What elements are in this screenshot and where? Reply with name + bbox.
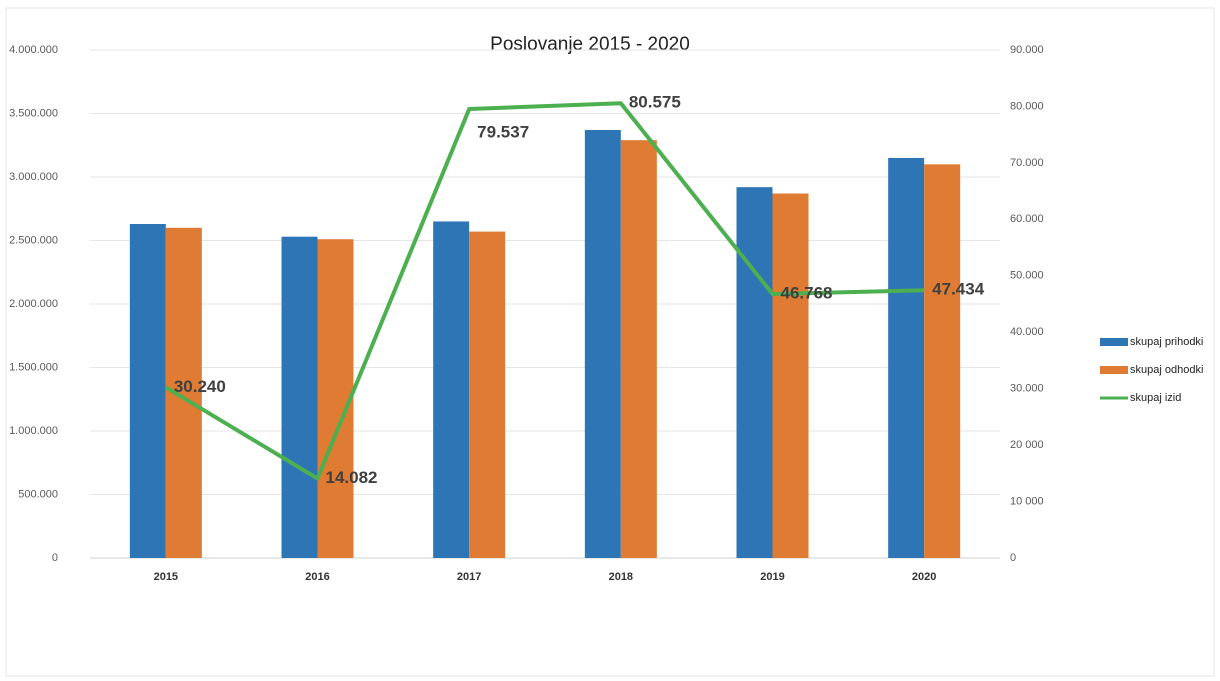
bar <box>584 130 621 558</box>
legend-label: skupaj izid <box>1130 392 1181 404</box>
legend-label: skupaj prihodki <box>1130 336 1203 348</box>
bar <box>772 193 809 558</box>
y2-tick-label: 10 000 <box>1010 495 1044 507</box>
y2-tick-label: 60.000 <box>1010 213 1044 225</box>
y-tick-label: 1.500.000 <box>9 361 58 373</box>
x-tick-label: 2016 <box>305 571 329 583</box>
bar <box>317 239 354 559</box>
y2-tick-label: 30.000 <box>1010 383 1044 395</box>
y-tick-label: 1.000.000 <box>9 425 58 437</box>
legend-swatch <box>1100 338 1128 346</box>
chart-title: Poslovanje 2015 - 2020 <box>490 34 690 55</box>
bar <box>736 187 773 558</box>
x-tick-label: 2017 <box>457 571 481 583</box>
x-tick-label: 2015 <box>154 571 178 583</box>
x-tick-label: 2018 <box>609 571 633 583</box>
line <box>164 101 925 481</box>
y-tick-label: 4.000.000 <box>9 44 58 56</box>
y-tick-label: 3.500.000 <box>9 107 58 119</box>
legend-label: skupaj odhodki <box>1130 364 1203 376</box>
y2-tick-label: 70.000 <box>1010 157 1044 169</box>
x-tick-label: 2020 <box>912 571 936 583</box>
y2-tick-label: 40.000 <box>1010 326 1044 338</box>
y2-tick-label: 50.000 <box>1010 270 1044 282</box>
data-label: 79.537 <box>477 123 529 142</box>
bar <box>469 231 506 559</box>
bar <box>129 223 166 559</box>
data-label: 80.575 <box>629 93 681 112</box>
y2-tick-label: 20 000 <box>1010 439 1044 451</box>
y-tick-label: 0 <box>52 552 58 564</box>
y2-tick-label: 80.000 <box>1010 100 1044 112</box>
y2-tick-label: 90.000 <box>1010 44 1044 56</box>
y-tick-label: 3.000.000 <box>9 171 58 183</box>
y-tick-label: 500.000 <box>18 488 58 500</box>
data-label: 30.240 <box>174 377 226 396</box>
y-tick-label: 2.000.000 <box>9 298 58 310</box>
bar <box>924 164 961 559</box>
y2-tick-label: 0 <box>1010 552 1016 564</box>
bar <box>620 140 657 559</box>
y-tick-label: 2.500.000 <box>9 234 58 246</box>
data-label: 47.434 <box>932 280 985 299</box>
x-tick-label: 2019 <box>760 571 784 583</box>
bar <box>888 157 925 558</box>
legend-swatch <box>1100 366 1128 374</box>
data-label: 14.082 <box>326 468 378 487</box>
bar <box>281 236 318 558</box>
bar <box>433 221 470 558</box>
data-label: 46.768 <box>781 284 833 303</box>
